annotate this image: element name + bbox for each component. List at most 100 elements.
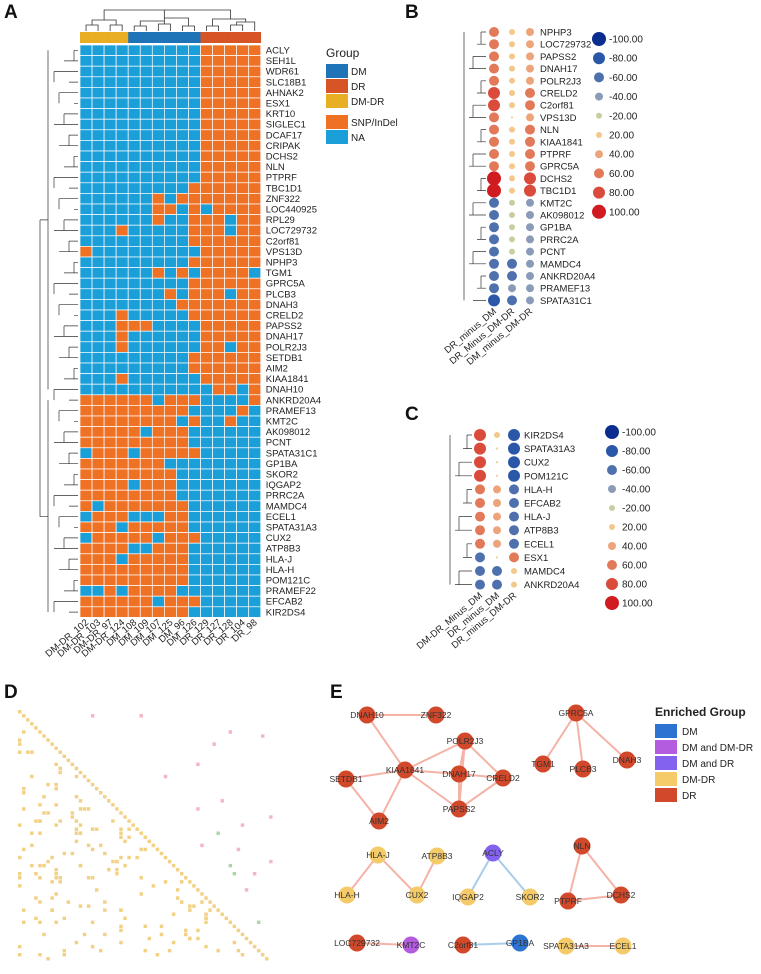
heatmap-cell	[224, 479, 238, 491]
lower-cell	[90, 876, 95, 880]
bubble-gene-label: ECEL1	[524, 539, 554, 550]
heatmap-cell	[151, 55, 165, 67]
heatmap-cell	[151, 309, 165, 321]
heatmap-cell	[188, 97, 201, 109]
heatmap-cell	[91, 76, 105, 88]
lower-cell	[34, 872, 38, 876]
lower-cell	[119, 928, 123, 933]
bubble-point	[509, 187, 515, 194]
heatmap-cell	[103, 606, 117, 618]
heatmap-cell	[164, 150, 177, 162]
lower-cell	[78, 799, 83, 803]
heatmap-cell	[248, 426, 262, 438]
heatmap-cell	[200, 511, 213, 523]
heatmap-cell	[91, 426, 105, 438]
heatmap-cell	[91, 542, 105, 555]
heatmap-cell	[79, 193, 93, 205]
heatmap-cell	[224, 394, 238, 406]
heatmap-cell	[164, 193, 177, 205]
heatmap-cell	[224, 606, 238, 618]
bubble-gene-label: DCHS2	[540, 174, 572, 185]
heatmap-cell	[91, 458, 105, 470]
heatmap-cell	[224, 341, 238, 353]
heatmap-cell	[91, 521, 105, 533]
lower-cell	[38, 863, 42, 868]
heatmap-cell	[200, 309, 213, 321]
bubble-point	[507, 258, 517, 269]
heatmap-cell	[79, 161, 93, 173]
network-edge	[378, 769, 406, 822]
heatmap-gene-label: CUX2	[266, 533, 291, 544]
heatmap-cell	[151, 606, 165, 618]
heatmap-cell	[127, 458, 141, 470]
bubble-point	[493, 499, 501, 507]
heatmap-cell	[115, 320, 129, 332]
heatmap-cell	[79, 330, 93, 343]
bubble-legend-point	[596, 132, 602, 138]
heatmap-cell	[236, 140, 250, 152]
bubble-legend-label: -60.00	[609, 73, 638, 84]
heatmap-cell	[164, 256, 177, 268]
bubble-gene-label: C2orf81	[540, 101, 574, 112]
heatmap-cell	[248, 542, 262, 555]
heatmap-cell	[176, 585, 189, 597]
heatmap-cell	[127, 256, 141, 268]
bubble-point	[489, 63, 499, 74]
heatmap-cell	[188, 267, 201, 279]
heatmap-cell	[79, 277, 93, 290]
network-node-label: SKOR2	[516, 892, 545, 902]
heatmap-cell	[188, 235, 201, 247]
heatmap-cell	[176, 214, 189, 226]
lower-cell	[119, 835, 123, 839]
heatmap-cell	[200, 108, 213, 120]
heatmap-cell	[103, 394, 117, 406]
lower-cell	[58, 880, 62, 884]
heatmap-cell	[176, 161, 189, 173]
legend-mutation-label: SNP/InDel	[351, 118, 398, 129]
heatmap-cell	[188, 246, 201, 258]
heatmap-cell	[91, 309, 105, 321]
bubble-point	[509, 29, 515, 35]
bubble-point	[489, 112, 499, 123]
network-legend-label: DM-DR	[682, 775, 715, 786]
group-bar-cell	[164, 32, 177, 43]
lower-cell	[94, 888, 99, 892]
heatmap-gene-label: CRELD2	[266, 310, 304, 321]
panel-label-b: B	[405, 2, 419, 23]
bubble-point	[526, 52, 534, 61]
network-node-label: PLCB3	[570, 764, 597, 774]
heatmap-cell	[248, 214, 262, 226]
heatmap-cell	[224, 150, 238, 162]
heatmap-cell	[188, 362, 201, 374]
heatmap-cell	[103, 288, 117, 300]
network-node	[574, 760, 592, 778]
heatmap-cell	[236, 553, 250, 565]
heatmap-cell	[151, 246, 165, 258]
heatmap-cell	[188, 426, 201, 438]
heatmap-cell	[248, 468, 262, 480]
heatmap-cell	[139, 447, 153, 459]
diagonal-cell	[22, 714, 26, 718]
heatmap-cell	[139, 595, 153, 608]
heatmap-cell	[115, 341, 129, 353]
heatmap-cell	[188, 458, 201, 470]
diagonal-cell	[38, 730, 42, 734]
heatmap-cell	[164, 521, 177, 533]
heatmap-gene-label: DCHS2	[266, 151, 298, 162]
heatmap-cell	[212, 595, 225, 608]
heatmap-cell	[91, 299, 105, 311]
network-node	[408, 886, 426, 904]
heatmap-cell	[127, 489, 141, 502]
heatmap-cell	[188, 500, 201, 512]
heatmap-cell	[139, 235, 153, 247]
heatmap-cell	[164, 500, 177, 512]
bubble-point	[509, 53, 515, 60]
lower-cell	[22, 807, 26, 811]
bubble-legend-label: 80.00	[609, 188, 634, 199]
heatmap-cell	[236, 171, 250, 184]
heatmap-cell	[212, 150, 225, 162]
lower-cell	[46, 782, 50, 787]
heatmap-cell	[188, 542, 201, 555]
network-node-label: SETDB1	[329, 774, 362, 784]
heatmap-cell	[91, 140, 105, 152]
